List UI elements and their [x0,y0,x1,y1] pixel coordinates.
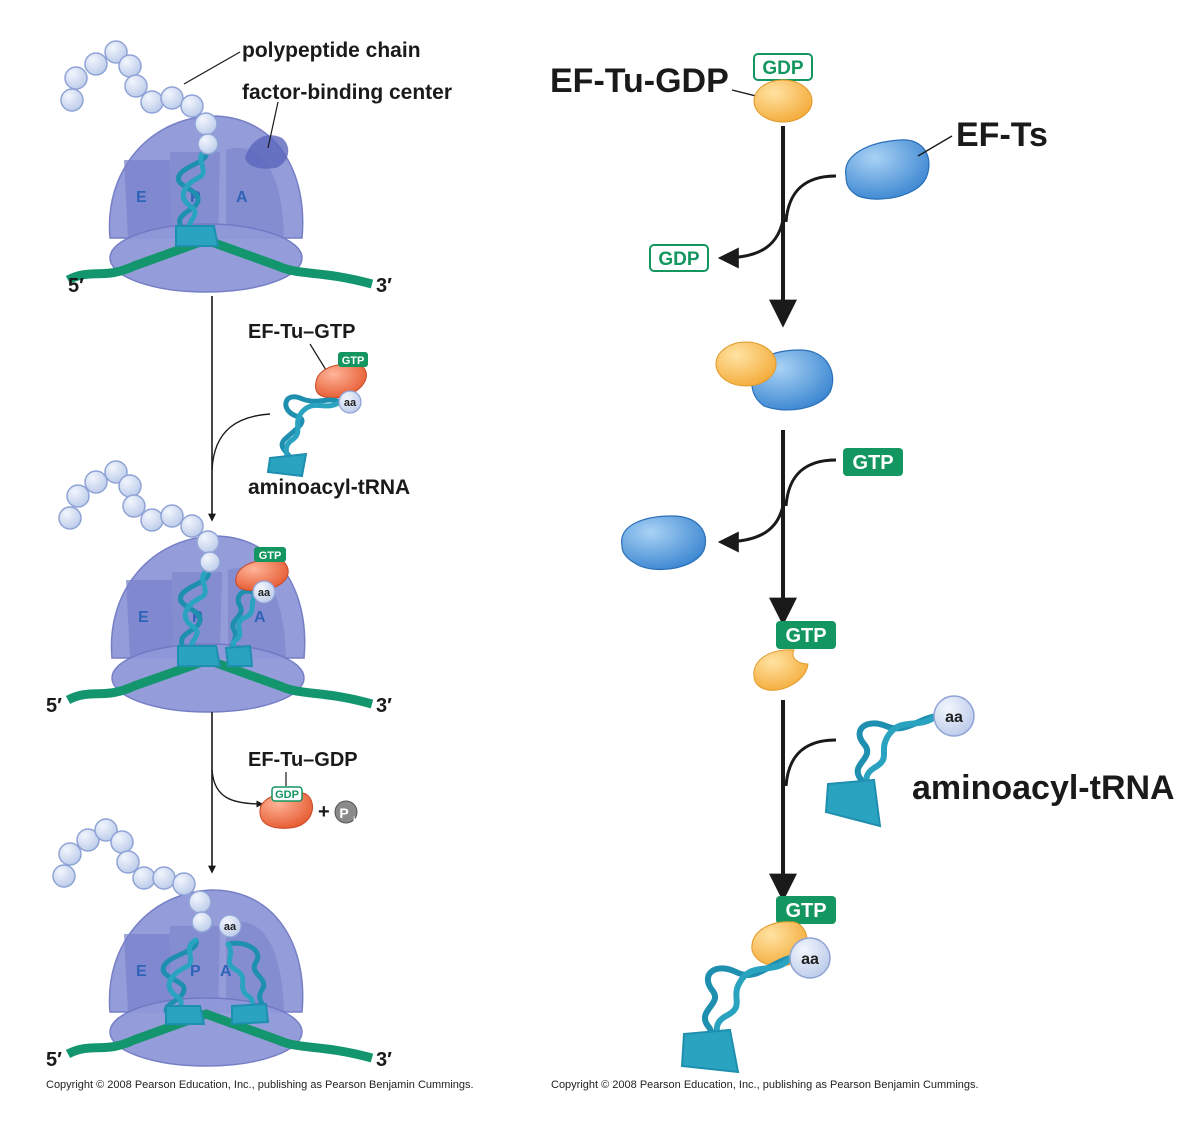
ribosome-state-1: E P A 5′ 3′ [60,40,392,297]
gdp-tag-left-label: GDP [275,789,299,801]
trna-anticodon [165,1005,206,1025]
amino-acid-3-label: aa [224,921,237,933]
gtp-tag-efTu-label: GTP [785,625,826,647]
site-e-label: E [136,189,147,206]
gtp-tag-entry-label: GTP [852,452,893,474]
left-panel: E P A 5′ 3′ polypeptide chain factor-bin… [46,39,474,1091]
ef-tu-ef-ts-complex [715,341,834,411]
amino-acid-1-label: aa [344,397,357,409]
incoming-aminoacyl-trna: GTP aa [266,352,368,478]
ef-ts-entry-line [784,174,837,223]
three-prime-label-1: 3′ [376,275,392,297]
trna-a-anticodon [224,644,254,667]
ef-ts-protein [845,139,930,200]
ef-ts-release-line [717,499,786,553]
gtp-tag-1-label: GTP [342,355,365,367]
trna-p-site [175,147,209,235]
factor-binding-center-label: factor-binding center [242,81,452,104]
copyright-right: Copyright © 2008 Pearson Education, Inc.… [551,1079,979,1091]
site-p-label: P [190,963,201,980]
factor-binding-leader-line [267,101,279,149]
three-prime-label-2: 3′ [376,695,392,717]
site-e-label: E [136,963,147,980]
gtp-tag-2 [254,547,286,562]
amino-acid-2 [252,580,276,604]
small-subunit [109,997,303,1067]
gdp-release-line [717,213,786,269]
aminoacyl-trna-entry-line [211,413,271,471]
phosphate-icon: P i [334,800,358,825]
a-site [226,147,284,238]
mrna-strand [65,235,374,289]
trna-anticodon [177,645,222,667]
three-prime-label-3: 3′ [376,1049,392,1071]
gdp-tag-top-label: GDP [762,58,804,79]
aminoacyl-trna-label-right: aminoacyl-tRNA [912,769,1175,807]
ef-ts-label: EF-Ts [956,116,1048,154]
aminoacyl-trna-label-left: aminoacyl-tRNA [248,476,410,499]
gdp-tag-released [649,244,709,272]
ef-tu-gtp-protein [753,649,809,691]
five-prime-label-2: 5′ [46,695,62,717]
amino-acid-right-2-label: aa [801,951,819,968]
ef-ts-leader [917,135,953,157]
phosphate-label: P [339,805,348,821]
ef-tu-bound [235,559,289,591]
e-site [126,580,174,658]
ef-tu-gdp-title: EF-Tu-GDP [550,62,729,100]
site-a-label: A [254,609,266,626]
e-site [124,160,172,238]
gtp-entry-line [784,458,837,507]
polypeptide-chain [58,460,221,573]
ribosome-state-3: E P A aa 5′ 3′ [46,818,392,1071]
gtp-tag-efTu [776,621,836,649]
small-subunit [111,643,305,713]
amino-acid-3 [218,914,242,938]
ef-tu-gtp-label: EF-Tu–GTP [248,321,355,343]
aminoacyl-trna-entry-line-right [784,738,837,787]
gdp-tag-left [271,786,303,802]
site-e-label: E [138,609,149,626]
gtp-tag-ternary [776,896,836,924]
factor-binding-center-shape [245,135,289,169]
polypeptide-leader-line [183,51,241,85]
polypeptide-chain-label: polypeptide chain [242,39,421,62]
gtp-tag-2-label: GTP [259,550,282,562]
five-prime-label-1: 5′ [68,275,84,297]
mrna-strand [65,655,374,709]
ribosome-state-2: E P A GTP aa 5′ [46,460,392,717]
five-prime-label-3: 5′ [46,1049,62,1071]
polypeptide-chain [52,818,213,933]
ef-tu-gdp-label-left: EF-Tu–GDP [248,749,358,771]
gtp-tag-1 [338,352,368,367]
amino-acid-2-label: aa [258,587,271,599]
ternary-complex: GTP aa [680,896,836,1074]
ef-tu-protein [315,363,367,399]
amino-acid-right-1-label: aa [945,709,963,726]
site-a-label: A [236,189,248,206]
aminoacyl-trna-incoming-right: aa [824,695,975,828]
polypeptide-chain [60,40,219,155]
gtp-tag-entry [843,448,903,476]
ef-tu-gdp-protein [753,79,813,123]
gdp-tag-released-label: GDP [658,249,700,270]
trna-p-site [177,567,211,655]
plus-sign: + [318,801,330,823]
ef-tu-gtp-leader [309,343,327,371]
gtp-tag-ternary-label: GTP [785,900,826,922]
right-panel: EF-Tu-GDP GDP EF-Ts GDP GTP GTP [550,53,1175,1091]
small-subunit [109,223,303,293]
trna-anticodon [175,225,220,247]
e-site [124,934,172,1012]
mrna-strand [65,1009,374,1063]
ef-tu-gdp-release-line [211,769,264,808]
copyright-left: Copyright © 2008 Pearson Education, Inc.… [46,1079,474,1091]
trna-a-anticodon [231,1002,270,1026]
phosphate-subscript: i [353,815,356,825]
released-ef-tu-gdp: GDP [259,786,314,829]
amino-acid-1 [338,390,362,414]
released-ef-ts [621,515,706,571]
